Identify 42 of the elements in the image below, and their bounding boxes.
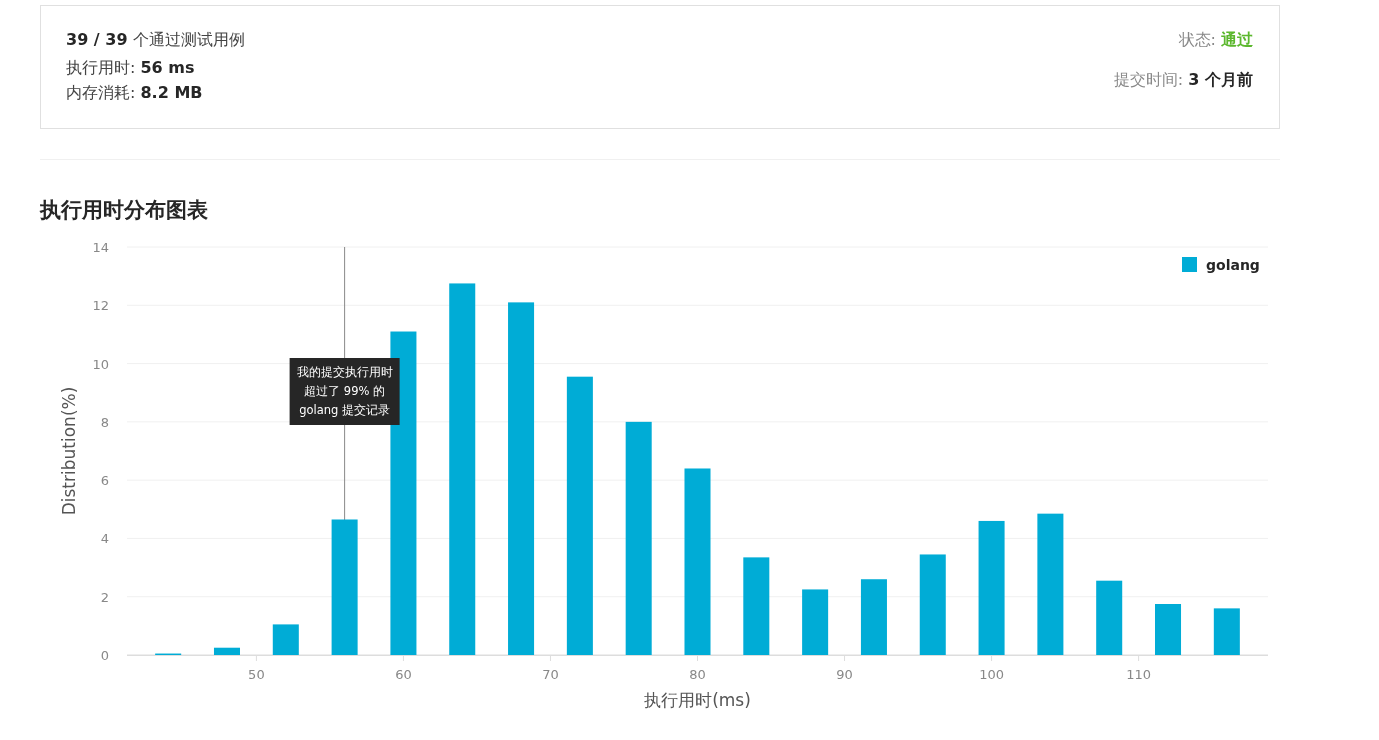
y-tick-label: 2 <box>100 589 109 605</box>
y-tick-label: 6 <box>100 473 109 489</box>
bar <box>1037 513 1064 655</box>
y-tick-label: 12 <box>92 298 109 314</box>
x-tick-label: 90 <box>836 667 853 682</box>
y-tick-label: 4 <box>100 531 109 547</box>
ref-line-label: 我的提交执行用时超过了 99% 的 golang 提交记录 <box>296 365 393 417</box>
bar <box>566 376 593 655</box>
bar <box>331 519 358 655</box>
x-tick-label: 60 <box>395 667 412 682</box>
bar <box>684 468 711 655</box>
bar <box>272 624 299 655</box>
bar <box>1213 608 1240 655</box>
text: 39 / 39 个通过测试用例 <box>66 30 245 49</box>
text: 内存消耗: 8.2 MB <box>66 83 203 102</box>
bar <box>625 421 652 655</box>
y-tick-label: 10 <box>92 356 109 372</box>
y-tick-label: 8 <box>100 414 109 430</box>
bar <box>919 554 946 655</box>
chart-title: 执行用时分布图表 <box>39 198 208 222</box>
x-tick-label: 70 <box>542 667 559 682</box>
y-axis-title: Distribution(%) <box>59 386 79 516</box>
bar <box>449 283 476 655</box>
bar <box>978 520 1005 655</box>
y-tick-label: 14 <box>92 240 109 255</box>
bar <box>1155 604 1182 655</box>
bar <box>213 647 240 655</box>
legend-label: golang <box>1206 257 1260 273</box>
bar <box>860 579 887 655</box>
x-tick-label: 100 <box>979 667 1004 682</box>
bar <box>1096 580 1123 655</box>
bar <box>802 589 829 655</box>
y-tick-label: 0 <box>100 648 109 663</box>
x-axis-title: 执行用时(ms) <box>644 690 751 710</box>
x-tick-label: 50 <box>248 667 265 682</box>
bar <box>508 302 535 655</box>
x-tick-label: 110 <box>1126 667 1152 682</box>
bar <box>743 557 770 655</box>
text: 提交时间: 3 个月前 <box>1113 70 1253 89</box>
text: 状态: 通过 <box>1177 30 1254 49</box>
text: 执行用时: 56 ms <box>66 58 195 77</box>
x-tick-label: 80 <box>689 667 706 682</box>
